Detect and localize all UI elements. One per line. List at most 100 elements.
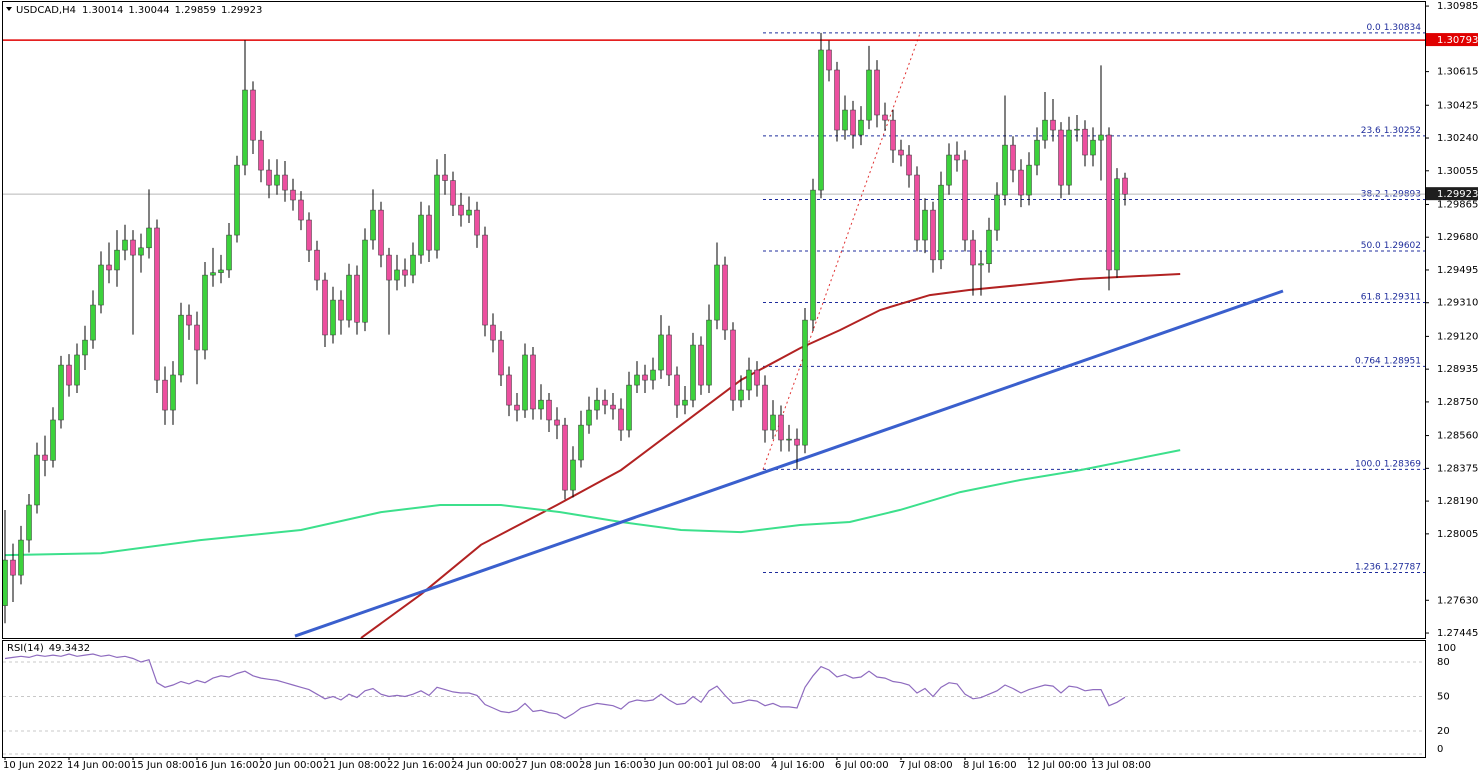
candle-body — [746, 369, 752, 391]
candle-body — [618, 408, 624, 431]
x-tick-label: 1 Jul 08:00 — [707, 760, 761, 771]
candle-body — [898, 149, 904, 156]
candle-body — [906, 154, 912, 176]
y-tick-label: 1.27445 — [1437, 628, 1478, 639]
rsi-tick-label: 50 — [1437, 692, 1450, 703]
candle-body — [1082, 128, 1088, 156]
candle-body — [1018, 169, 1024, 196]
candle-body — [330, 299, 336, 336]
candle-body — [578, 424, 584, 461]
candle-body — [946, 154, 952, 186]
candle-body — [122, 239, 128, 251]
fib-ratio: 0.0 — [1366, 22, 1381, 32]
candle-body — [274, 174, 280, 186]
candle-body — [962, 159, 968, 241]
candle-body — [922, 209, 928, 241]
candle-body — [890, 119, 896, 151]
y-tick-label: 1.29120 — [1437, 331, 1478, 342]
x-tick-label: 22 Jun 16:00 — [387, 760, 451, 771]
rsi-tick-label: 0 — [1437, 744, 1443, 755]
candle-body — [1026, 164, 1032, 196]
candle-body — [602, 399, 608, 406]
header-low: 1.29859 — [175, 5, 216, 16]
candle-body — [290, 189, 296, 201]
candle-body — [514, 404, 520, 411]
fib-ratio: 100.0 — [1355, 459, 1381, 469]
candle-body — [162, 379, 168, 411]
y-tick-label: 1.29495 — [1437, 265, 1478, 276]
rsi-current: 49.3432 — [49, 643, 90, 654]
candle-body — [1090, 139, 1096, 156]
y-tick-label: 1.28560 — [1437, 431, 1478, 442]
candle-body — [146, 227, 152, 249]
y-tick-label: 1.28750 — [1437, 397, 1478, 408]
candle-body — [762, 384, 768, 431]
fib-label: 0.0 1.30834 — [1366, 22, 1421, 32]
candle-body — [810, 189, 816, 321]
x-tick-label: 14 Jun 00:00 — [67, 760, 131, 771]
candle-body — [1122, 177, 1128, 195]
candle-body — [138, 247, 144, 256]
x-tick-label: 21 Jun 08:00 — [323, 760, 387, 771]
last-price-box — [1426, 187, 1478, 201]
y-tick-label: 1.30055 — [1437, 166, 1478, 177]
header-open: 1.30014 — [82, 5, 123, 16]
fib-price: 1.29311 — [1384, 292, 1421, 302]
candle-body — [1042, 119, 1048, 141]
candle-body — [218, 269, 224, 273]
x-tick-label: 7 Jul 08:00 — [899, 760, 953, 771]
fib-ratio: 0.764 — [1355, 356, 1381, 366]
candle-body — [626, 384, 632, 431]
x-tick-label: 28 Jun 16:00 — [579, 760, 643, 771]
candle-body — [842, 109, 848, 131]
candle-body — [1058, 129, 1064, 186]
candle-body — [1002, 144, 1008, 196]
candle-body — [1034, 139, 1040, 166]
candle-body — [154, 227, 160, 381]
candle-body — [170, 374, 176, 411]
x-tick-label: 30 Jun 00:00 — [643, 760, 707, 771]
candle-body — [738, 389, 744, 401]
candle-body — [634, 374, 640, 386]
candle-body — [10, 559, 16, 576]
candle-body — [594, 399, 600, 411]
candle-body — [794, 438, 800, 446]
trendline — [294, 289, 1284, 638]
candle-body — [874, 69, 880, 116]
candle-body — [930, 209, 936, 261]
fib-price: 1.27787 — [1384, 562, 1421, 572]
candle-body — [658, 334, 664, 371]
candle-body — [426, 214, 432, 251]
x-tick-label: 8 Jul 16:00 — [963, 760, 1017, 771]
candle-body — [394, 269, 400, 281]
candle-body — [42, 454, 48, 461]
candle-body — [354, 274, 360, 323]
candle-body — [1066, 129, 1072, 186]
candle-body — [490, 324, 496, 341]
fib-label: 100.0 1.28369 — [1355, 459, 1421, 469]
rsi-tick-label: 80 — [1437, 657, 1450, 668]
candle-body — [130, 239, 136, 256]
resistance-box — [1426, 33, 1478, 47]
rsi-tick-label: 20 — [1437, 726, 1450, 737]
candle-body — [194, 324, 200, 351]
candle-body — [242, 89, 248, 166]
fib-price: 1.30252 — [1384, 125, 1421, 135]
candle-body — [474, 209, 480, 236]
candle-body — [954, 154, 960, 161]
y-tick-label: 1.29680 — [1437, 232, 1478, 243]
candle-body — [554, 419, 560, 426]
candle-body — [34, 454, 40, 506]
candle-body — [234, 164, 240, 236]
candle-body — [770, 414, 776, 431]
candle-body — [74, 354, 80, 386]
candle-body — [690, 344, 696, 401]
y-tick-label: 1.30615 — [1437, 67, 1478, 78]
fib-label: 0.764 1.28951 — [1355, 356, 1421, 366]
candle-body — [754, 369, 760, 386]
candle-body — [82, 339, 88, 356]
candle-body — [410, 254, 416, 276]
x-tick-label: 15 Jun 08:00 — [131, 760, 195, 771]
chart-header: USDCAD,H4 1.30014 1.30044 1.29859 1.29923 — [16, 5, 262, 16]
